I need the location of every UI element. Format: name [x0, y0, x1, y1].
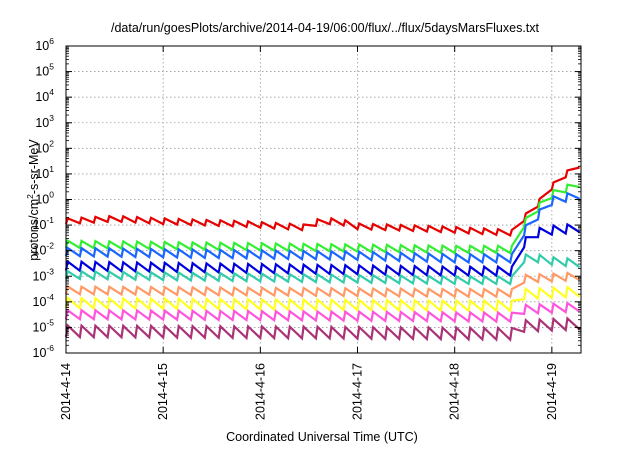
series-group	[64, 166, 581, 342]
y-tick-label: 103	[35, 113, 54, 130]
series-line	[64, 271, 581, 299]
y-tick-label: 10-2	[33, 241, 55, 258]
y-tick-label: 100	[35, 190, 54, 207]
series-line	[64, 191, 581, 265]
x-axis: 2014-4-14 2014-4-15 2014-4-16 2014-4-17 2014…	[59, 46, 559, 420]
series-line	[64, 252, 581, 286]
y-tick-label: 10-4	[33, 292, 55, 309]
series-line	[64, 285, 581, 313]
x-tick-label: 2014-4-19	[545, 363, 559, 420]
series-line	[64, 301, 581, 324]
y-axis: 10-6 10-5 10-4 10-3 10-2 10-1 100 101 102 103 104 1…	[33, 36, 581, 360]
y-tick-label: 102	[35, 138, 54, 155]
y-tick-label: 10-5	[33, 317, 55, 334]
grid-lines	[66, 46, 581, 353]
x-tick-label: 2014-4-18	[448, 363, 462, 420]
y-tick-label: 104	[35, 87, 54, 104]
y-tick-label: 101	[35, 164, 54, 181]
x-tick-label: 2014-4-16	[253, 363, 267, 420]
x-tick-label: 2014-4-17	[351, 363, 365, 420]
y-tick-label: 10-6	[33, 343, 55, 360]
series-line	[64, 222, 581, 278]
y-tick-label: 105	[35, 62, 54, 79]
chart-title: /data/run/goesPlots/archive/2014-04-19/0…	[111, 21, 540, 35]
series-line	[64, 316, 581, 342]
y-tick-label: 10-3	[33, 266, 55, 283]
x-axis-label: Coordinated Universal Time (UTC)	[226, 430, 418, 444]
y-tick-label: 10-1	[33, 215, 55, 232]
x-tick-label: 2014-4-14	[59, 363, 73, 420]
series-line	[64, 183, 580, 255]
x-tick-label: 2014-4-15	[156, 363, 170, 420]
y-axis-label: protons/cm2-s-sr-MeV	[25, 139, 41, 261]
y-tick-label: 106	[35, 36, 54, 53]
series-line	[64, 166, 580, 237]
